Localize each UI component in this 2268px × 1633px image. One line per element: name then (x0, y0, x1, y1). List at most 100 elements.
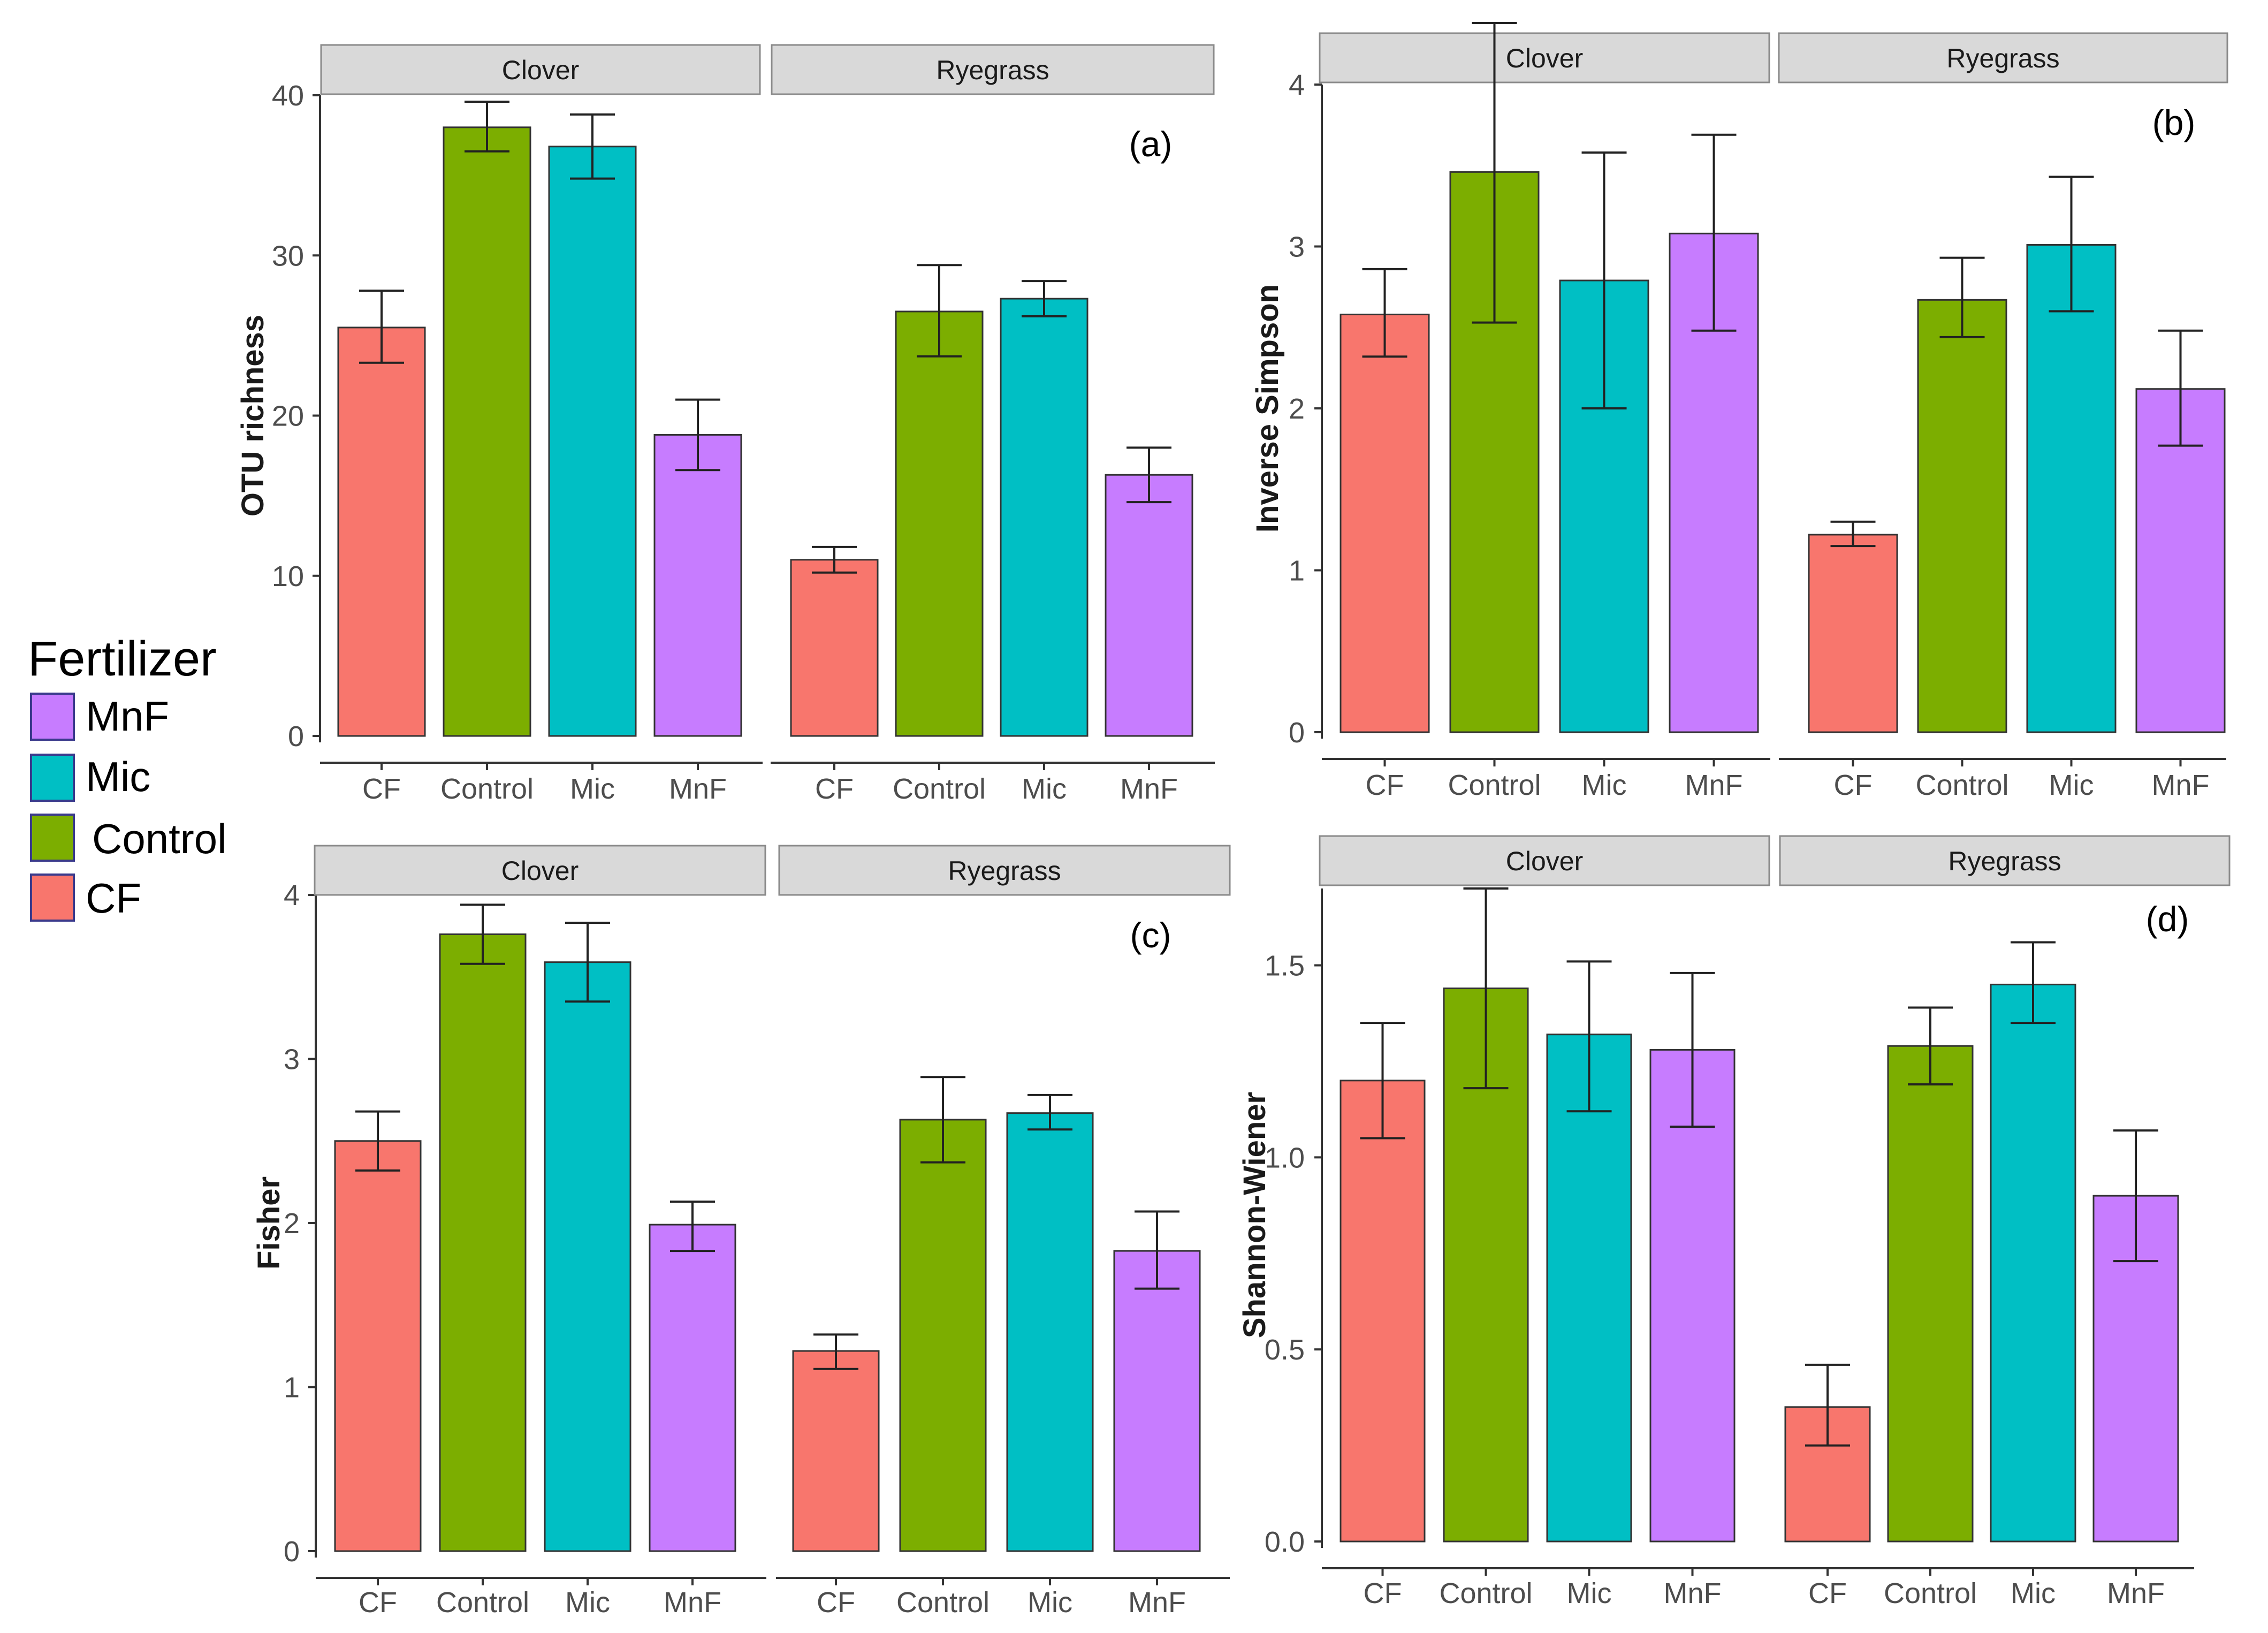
x-tick-label: MnF (664, 1586, 721, 1619)
panel-label: (b) (2152, 103, 2196, 142)
chart-panel: 0.0 0.5 1.0 1.5 Shannon-Wiener (d) Clover CF Con… (1237, 835, 2231, 1609)
y-tick-label: 2 (1289, 393, 1305, 425)
y-tick-label: 0 (284, 1536, 300, 1568)
bar (653, 434, 742, 737)
y-tick-label: 3 (1289, 231, 1305, 263)
chart-panel: 0 1 2 3 4 Inverse Simpson (b) Clover CF Control Mi… (1250, 22, 2228, 801)
y-tick-label: 0.5 (1265, 1334, 1305, 1366)
x-tick-label: Mic (2049, 769, 2094, 801)
facet-strip-label: Ryegrass (936, 55, 1049, 85)
y-axis-title: Inverse Simpson (1250, 284, 1285, 533)
bar (1000, 298, 1089, 737)
y-tick-label: 4 (284, 879, 300, 912)
y-tick-label: 2 (284, 1207, 300, 1240)
bar (1546, 1034, 1632, 1543)
x-tick-label: CF (359, 1586, 397, 1619)
bar (1649, 1049, 1736, 1543)
facet-strip (778, 845, 1231, 896)
facet-clover: Clover CF Control Mic MnF (1319, 835, 1770, 1609)
x-tick-label: Mic (1582, 769, 1627, 801)
y-tick-label: 30 (272, 240, 304, 272)
bar (439, 933, 527, 1552)
bar (792, 1350, 880, 1552)
y-tick-label: 20 (272, 400, 304, 432)
x-tick-label: Control (1439, 1577, 1532, 1609)
x-tick-label: MnF (1685, 769, 1743, 801)
x-tick-label: Mic (1028, 1586, 1072, 1619)
bar (1887, 1045, 1974, 1543)
facet-ryegrass: Ryegrass CF Control Mic MnF (1778, 32, 2228, 801)
facet-strip-label: Clover (502, 55, 579, 85)
panel-label: (a) (1129, 124, 1173, 164)
bar (443, 126, 531, 737)
x-tick-label: Mic (1022, 773, 1067, 805)
panel-label: (c) (1130, 915, 1171, 955)
facet-strip (1319, 32, 1770, 83)
y-axis-title: Shannon-Wiener (1237, 1092, 1272, 1338)
facet-strip (1319, 835, 1770, 886)
legend-label-control: Control (92, 815, 226, 862)
y-tick-label: 40 (272, 80, 304, 112)
y-axis-title: OTU richness (235, 315, 270, 517)
x-tick-label: Mic (570, 773, 615, 805)
bar (649, 1224, 736, 1552)
y-tick-label: 1.0 (1265, 1142, 1305, 1174)
facet-strip-label: Clover (1506, 846, 1583, 876)
facet-clover: Clover CF Control Mic MnF (1319, 22, 1770, 801)
x-tick-label: Mic (2011, 1577, 2056, 1609)
y-tick-label: 10 (272, 560, 304, 593)
bar (1808, 534, 1898, 733)
x-tick-label: Control (1884, 1577, 1977, 1609)
x-tick-label: Mic (565, 1586, 610, 1619)
bar (544, 961, 631, 1552)
y-tick-label: 3 (284, 1044, 300, 1076)
x-tick-label: Control (896, 1586, 990, 1619)
bar (548, 146, 637, 737)
x-tick-label: MnF (669, 773, 727, 805)
bar (334, 1140, 422, 1552)
bar (895, 310, 984, 737)
bar (1340, 314, 1430, 733)
x-tick-label: Mic (1567, 1577, 1612, 1609)
facet-strip (1779, 835, 2231, 886)
y-axis-title: Fisher (252, 1176, 286, 1270)
y-tick-label: 1 (284, 1372, 300, 1404)
chart-panel: 0 10 20 30 40 OTU richness (a) Clover CF Control M… (235, 44, 1215, 805)
y-tick-label: 0 (1289, 717, 1305, 749)
x-tick-label: MnF (1664, 1577, 1722, 1609)
x-tick-label: CF (817, 1586, 855, 1619)
facet-clover: Clover CF Control Mic MnF (320, 44, 763, 805)
facet-strip (771, 44, 1215, 95)
panel-label: (d) (2146, 899, 2189, 939)
x-tick-label: CF (1808, 1577, 1847, 1609)
bar (1340, 1080, 1426, 1543)
bar (1990, 983, 2076, 1543)
facet-strip (1778, 32, 2228, 83)
legend-swatch-cf (30, 874, 75, 922)
facet-strip-label: Clover (501, 856, 579, 886)
bar (2026, 244, 2117, 733)
facet-strip-label: Ryegrass (1948, 846, 2061, 876)
facet-ryegrass: Ryegrass CF Control Mic MnF (776, 845, 1231, 1619)
x-tick-label: Control (893, 773, 986, 805)
y-tick-label: 1 (1289, 555, 1305, 587)
legend-swatch-control (30, 814, 75, 862)
facet-strip-label: Ryegrass (948, 856, 1061, 886)
facet-ryegrass: Ryegrass CF Control Mic MnF (1764, 835, 2231, 1609)
x-tick-label: MnF (2152, 769, 2210, 801)
legend: Fertilizer MnF Mic Control CF (28, 632, 226, 922)
x-tick-label: Control (1448, 769, 1541, 801)
facet-clover: Clover CF Control Mic MnF (314, 845, 766, 1619)
facet-strip (320, 44, 761, 95)
x-tick-label: CF (362, 773, 401, 805)
facet-strip-label: Ryegrass (1946, 43, 2059, 73)
legend-swatch-mnf (30, 693, 75, 741)
y-tick-label: 1.5 (1265, 950, 1305, 982)
y-tick-label: 0.0 (1265, 1526, 1305, 1558)
x-tick-label: CF (1364, 1577, 1402, 1609)
legend-title: Fertilizer (28, 632, 217, 686)
y-tick-label: 4 (1289, 69, 1305, 101)
bar (790, 559, 879, 737)
legend-label-mnf: MnF (86, 693, 169, 740)
